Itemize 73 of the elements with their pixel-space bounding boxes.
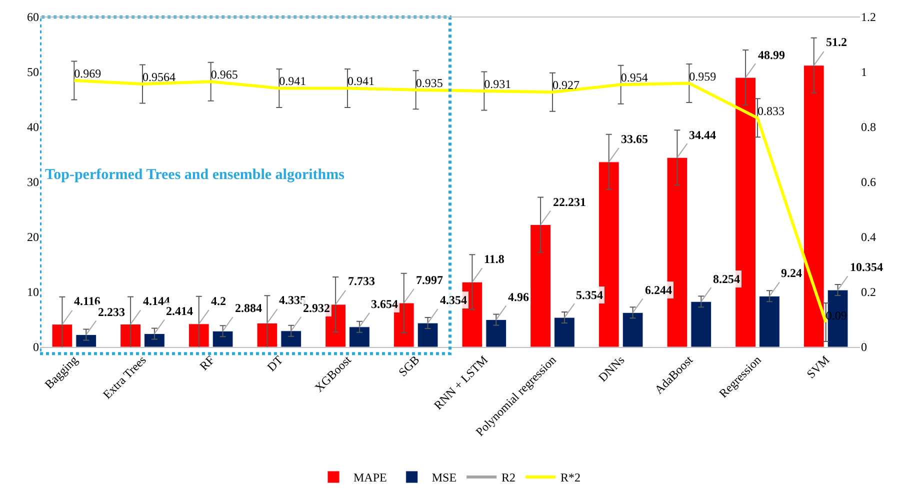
data-label: 0.954 — [620, 70, 648, 85]
data-label: 33.65 — [621, 132, 648, 146]
data-label: 3.654 — [371, 297, 398, 311]
bar — [622, 312, 644, 347]
bar — [690, 301, 712, 347]
bar — [417, 322, 438, 347]
data-label: 48.99 — [758, 48, 785, 62]
bar — [144, 333, 165, 347]
x-tick-label: RF — [196, 352, 218, 374]
y2-tick-label: 0.6 — [861, 175, 876, 190]
bar — [530, 224, 551, 347]
data-label: 9.24 — [781, 266, 802, 280]
data-label: 51.2 — [826, 35, 847, 49]
bar — [280, 330, 302, 347]
y-tick-label: 0 — [33, 340, 39, 354]
data-label: 11.8 — [484, 252, 504, 266]
data-label: 34.44 — [689, 128, 716, 142]
legend-label: R2 — [502, 470, 516, 485]
bar — [803, 65, 824, 347]
x-tick-label: DT — [264, 352, 286, 374]
y2-tick-label: 0 — [861, 340, 867, 354]
data-label: 0.9564 — [142, 70, 176, 84]
data-label: 4.354 — [440, 293, 467, 307]
data-label: 0.941 — [279, 74, 306, 88]
data-label: 7.733 — [348, 274, 375, 288]
data-label: 0.941 — [348, 74, 374, 88]
data-label: 7.997 — [416, 273, 443, 287]
data-label: 2.884 — [235, 301, 262, 315]
y2-tick-label: 0.2 — [861, 285, 876, 300]
bar — [486, 319, 507, 347]
data-label: 4.116 — [74, 294, 100, 308]
legend-label: R*2 — [560, 470, 581, 485]
y-tick-label: 10 — [27, 285, 39, 300]
bar — [554, 317, 575, 347]
data-label: 0.959 — [689, 69, 716, 84]
bar — [759, 296, 780, 347]
bar — [188, 324, 210, 347]
bar — [52, 324, 73, 347]
bar — [76, 334, 97, 347]
data-label: 0.969 — [74, 66, 102, 81]
bar — [120, 324, 141, 347]
bar — [212, 330, 234, 347]
data-label: 4.335 — [279, 293, 306, 307]
data-label: 2.414 — [166, 304, 193, 318]
legend-label: MSE — [432, 470, 457, 485]
legend-label: MAPE — [354, 470, 387, 485]
data-label: 5.354 — [576, 288, 603, 302]
bar — [256, 322, 278, 347]
data-label: 0.931 — [484, 76, 512, 91]
y-tick-label: 60 — [27, 10, 39, 24]
data-label: 22.231 — [553, 195, 586, 209]
y2-tick-label: 1 — [861, 65, 867, 80]
data-label: 0.965 — [210, 68, 238, 82]
data-label: 6.244 — [645, 283, 672, 297]
y2-tick-label: 0.4 — [861, 230, 876, 244]
data-label: 0.935 — [416, 76, 443, 90]
y-tick-label: 50 — [27, 65, 39, 80]
data-label: 4.96 — [508, 290, 529, 304]
y2-tick-label: 1.2 — [861, 10, 876, 24]
data-label: 4.2 — [211, 294, 226, 308]
y-tick-label: 20 — [27, 230, 39, 244]
data-label: 8.254 — [713, 272, 740, 286]
bar — [349, 326, 370, 347]
data-label: 0.927 — [552, 78, 580, 92]
y-tick-label: 40 — [27, 120, 39, 134]
y2-tick-label: 0.8 — [861, 120, 876, 134]
x-tick-label: SGB — [396, 352, 422, 380]
data-label: 0.833 — [758, 104, 784, 118]
annotation: Top-performed Trees and ensemble algorithms — [45, 167, 345, 183]
data-label: 2.233 — [98, 305, 125, 319]
data-label: 2.932 — [303, 301, 330, 315]
data-label: 10.354 — [850, 260, 883, 274]
y-tick-label: 30 — [27, 175, 39, 190]
